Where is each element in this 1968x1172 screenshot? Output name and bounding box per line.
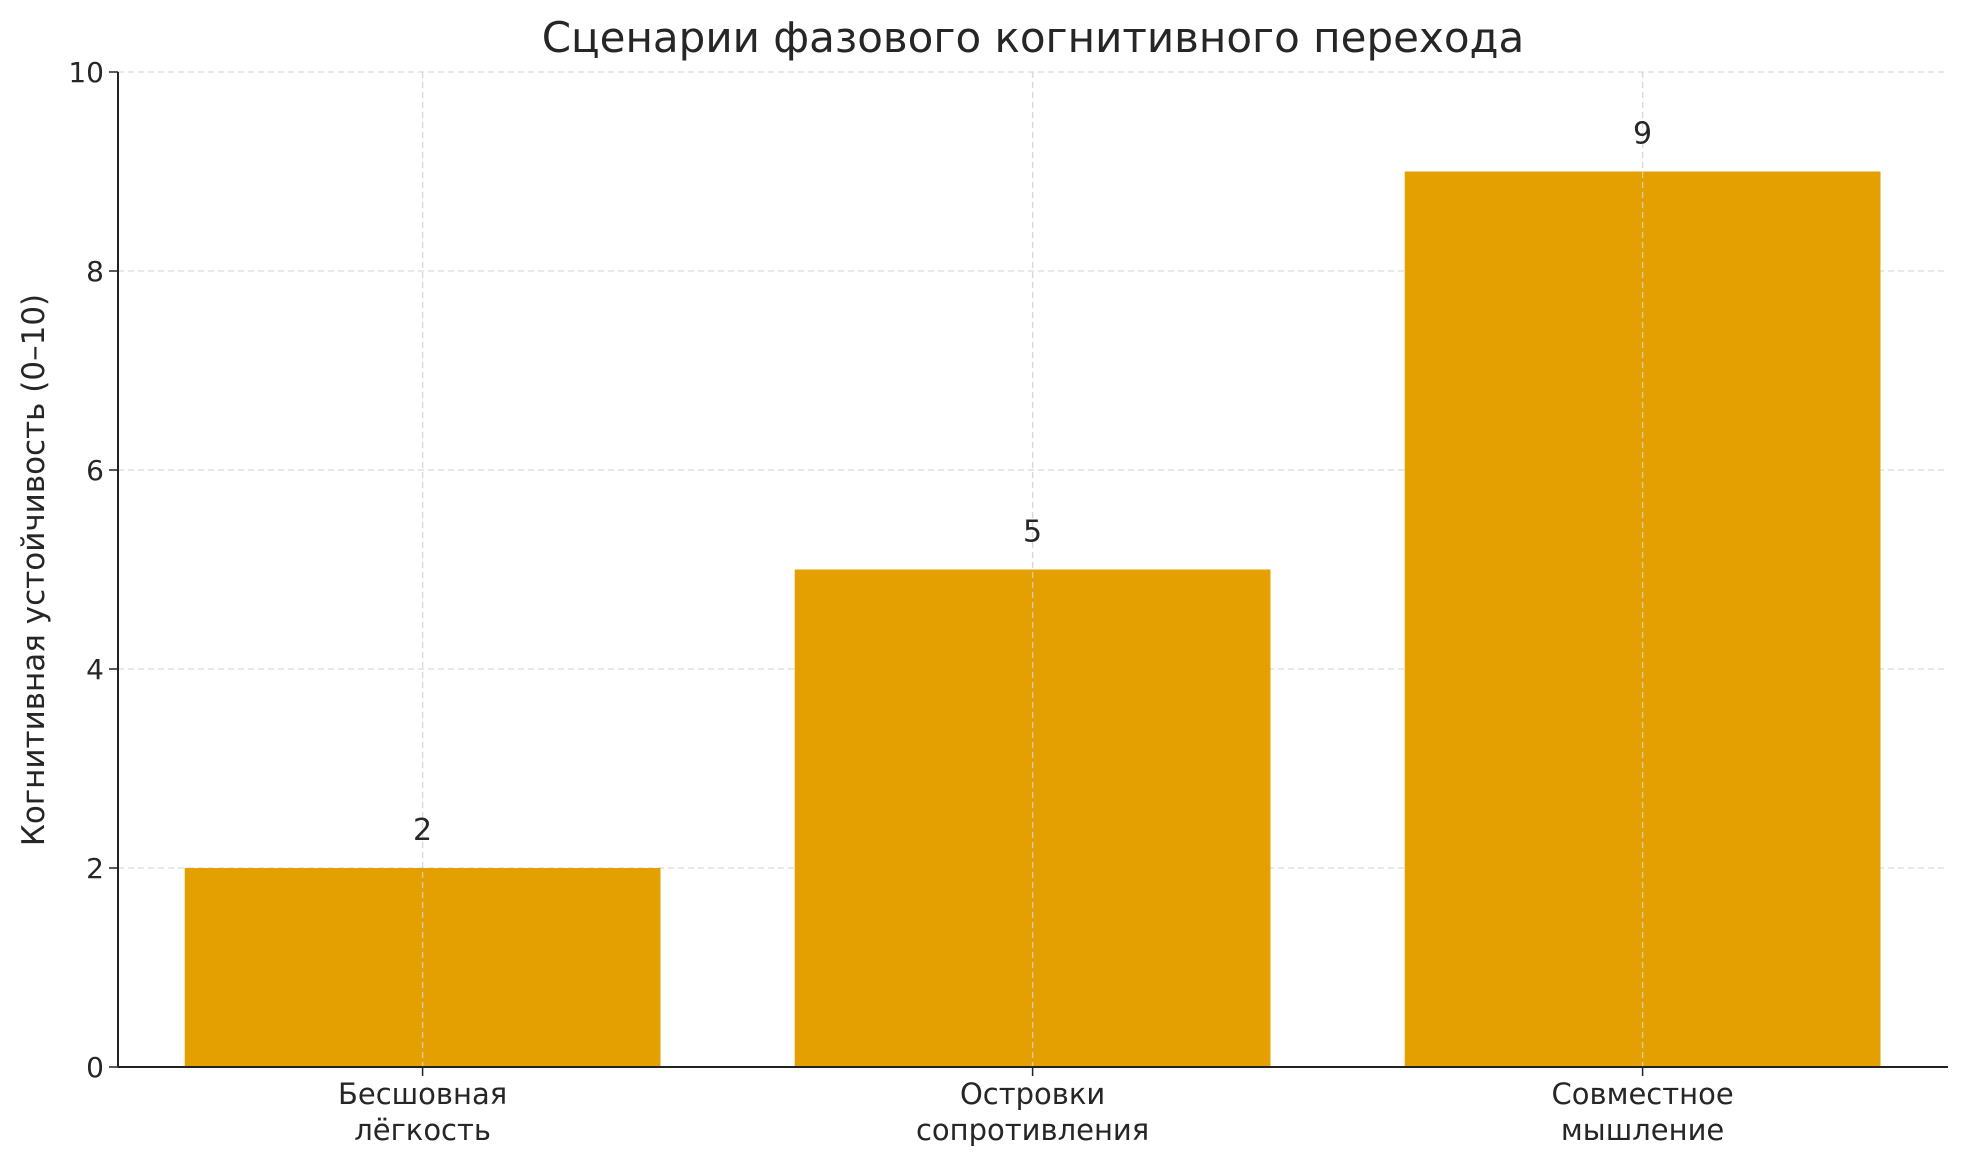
chart-title: Сценарии фазового когнитивного перехода (542, 13, 1525, 62)
y-tick-label: 4 (86, 653, 104, 686)
y-axis-label: Когнитивная устойчивость (0–10) (16, 294, 52, 846)
y-tick-label: 2 (86, 852, 104, 885)
y-tick-label: 6 (86, 454, 104, 487)
x-tick-label: Совместное (1552, 1077, 1734, 1111)
data-label: 2 (413, 813, 432, 848)
data-label: 5 (1023, 515, 1042, 550)
x-tick-label: Островки (960, 1077, 1105, 1111)
x-tick-label: лёгкость (354, 1113, 491, 1147)
x-tick-label: мышление (1561, 1113, 1724, 1147)
y-tick-label: 10 (68, 56, 104, 89)
data-label: 9 (1633, 117, 1652, 152)
bars: 2 5 9 (184, 72, 1881, 1067)
y-tick-label: 0 (86, 1051, 104, 1084)
y-tick-label: 8 (86, 255, 104, 288)
x-tick-label: сопротивления (916, 1113, 1149, 1147)
x-tick-label: Бесшовная (338, 1077, 507, 1111)
